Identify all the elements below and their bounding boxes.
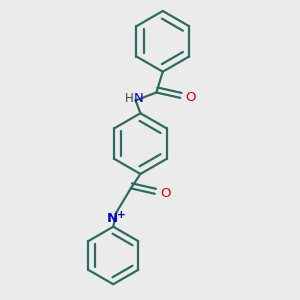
Text: O: O	[185, 91, 196, 104]
Text: N: N	[107, 212, 118, 225]
Text: H: H	[125, 92, 134, 105]
Text: N: N	[134, 92, 144, 105]
Text: O: O	[160, 187, 170, 200]
Text: +: +	[117, 210, 126, 220]
